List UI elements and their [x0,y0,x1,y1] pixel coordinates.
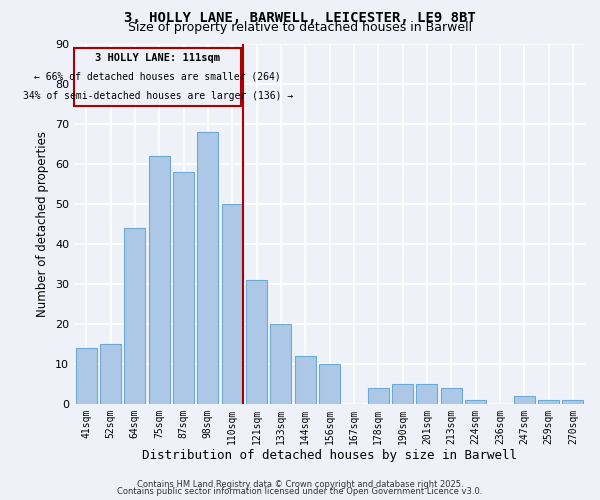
Bar [465,400,486,404]
Text: Size of property relative to detached houses in Barwell: Size of property relative to detached ho… [128,21,472,34]
Bar [222,204,242,404]
Bar [368,388,389,404]
Bar [246,280,267,404]
Bar [100,344,121,404]
Bar [124,228,145,404]
Text: ← 66% of detached houses are smaller (264): ← 66% of detached houses are smaller (26… [34,72,281,82]
Bar [173,172,194,404]
Text: 34% of semi-detached houses are larger (136) →: 34% of semi-detached houses are larger (… [23,91,293,101]
Bar [416,384,437,404]
Bar [562,400,583,404]
Bar [441,388,461,404]
Bar [514,396,535,404]
Y-axis label: Number of detached properties: Number of detached properties [37,131,49,317]
Bar [319,364,340,404]
Text: Contains HM Land Registry data © Crown copyright and database right 2025.: Contains HM Land Registry data © Crown c… [137,480,463,489]
Bar [74,48,241,106]
Bar [295,356,316,404]
Text: 3, HOLLY LANE, BARWELL, LEICESTER, LE9 8BT: 3, HOLLY LANE, BARWELL, LEICESTER, LE9 8… [124,11,476,25]
Bar [197,132,218,404]
Bar [271,324,291,404]
Text: 3 HOLLY LANE: 111sqm: 3 HOLLY LANE: 111sqm [95,53,220,63]
Bar [149,156,170,404]
Text: Contains public sector information licensed under the Open Government Licence v3: Contains public sector information licen… [118,487,482,496]
X-axis label: Distribution of detached houses by size in Barwell: Distribution of detached houses by size … [142,450,517,462]
Bar [76,348,97,404]
Bar [538,400,559,404]
Bar [392,384,413,404]
